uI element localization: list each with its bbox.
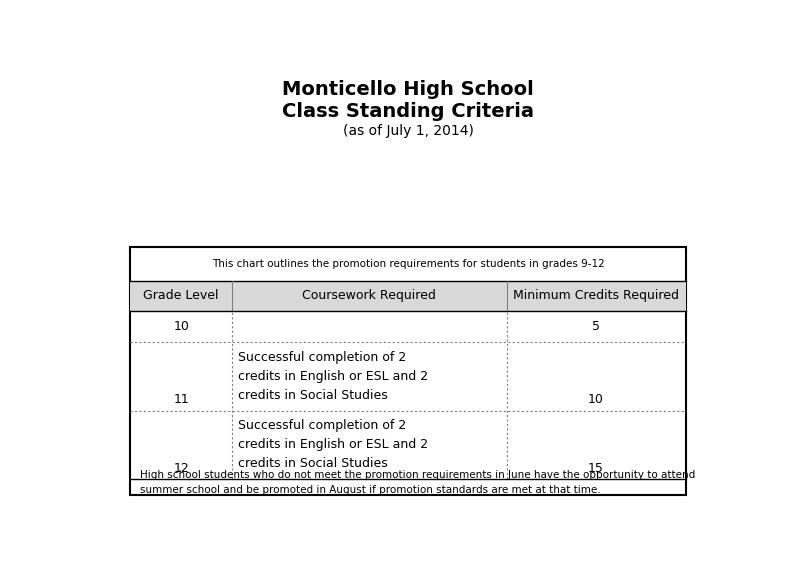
Text: Class Standing Criteria: Class Standing Criteria xyxy=(282,102,534,121)
Text: 15: 15 xyxy=(588,462,604,474)
Text: 11: 11 xyxy=(174,393,189,406)
Bar xyxy=(131,248,685,494)
Text: This chart outlines the promotion requirements for students in grades 9-12: This chart outlines the promotion requir… xyxy=(212,259,604,269)
Text: Monticello High School: Monticello High School xyxy=(282,80,534,99)
Text: Successful completion of 2
credits in English or ESL and 2
credits in Social Stu: Successful completion of 2 credits in En… xyxy=(238,351,428,402)
Text: Grade Level: Grade Level xyxy=(143,289,219,303)
Text: (as of July 1, 2014): (as of July 1, 2014) xyxy=(342,124,474,138)
Text: 12: 12 xyxy=(174,462,189,474)
Text: Successful completion of 2
credits in English or ESL and 2
credits in Social Stu: Successful completion of 2 credits in En… xyxy=(238,419,428,470)
Text: 10: 10 xyxy=(588,393,604,406)
Bar xyxy=(131,281,685,312)
Text: 5: 5 xyxy=(592,320,600,333)
Text: Coursework Required: Coursework Required xyxy=(302,289,436,303)
Text: High school students who do not meet the promotion requirements in June have the: High school students who do not meet the… xyxy=(139,470,695,495)
Text: Minimum Credits Required: Minimum Credits Required xyxy=(513,289,679,303)
Text: 10: 10 xyxy=(174,320,189,333)
